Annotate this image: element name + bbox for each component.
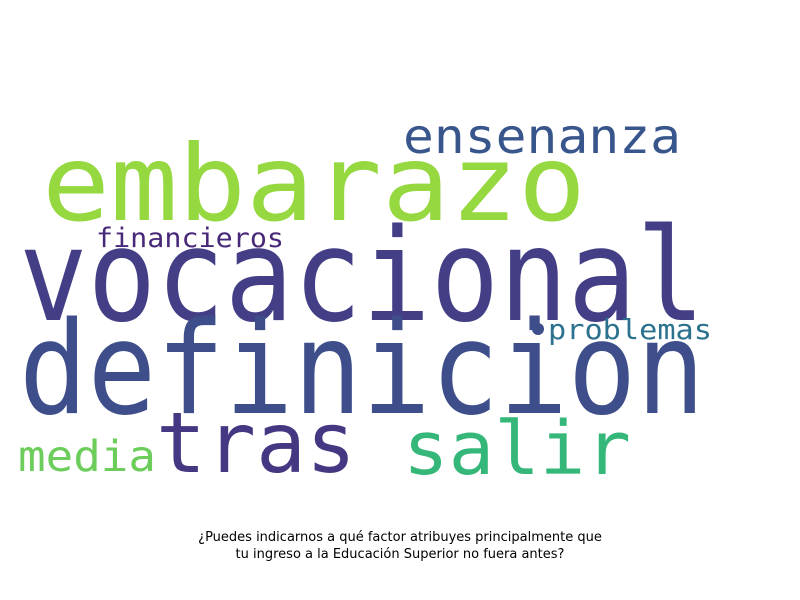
word-vocacional: vocacional bbox=[19, 202, 705, 351]
word-problemas: problemas bbox=[548, 313, 712, 346]
word-financieros: financieros bbox=[96, 223, 284, 254]
word-media: media bbox=[18, 432, 156, 482]
word-ensenanza: ensenanza bbox=[403, 109, 681, 165]
chart-title-line-1: ¿Puedes indicarnos a qué factor atribuye… bbox=[198, 530, 602, 545]
word-tras: tras bbox=[156, 394, 356, 492]
word-salir: salir bbox=[403, 406, 631, 492]
word-fragment-dot bbox=[532, 323, 544, 335]
word-definicion: definicion bbox=[19, 295, 705, 444]
word-embarazo: embarazo bbox=[42, 123, 586, 245]
chart-title-line-2: tu ingreso a la Educación Superior no fu… bbox=[236, 547, 565, 562]
